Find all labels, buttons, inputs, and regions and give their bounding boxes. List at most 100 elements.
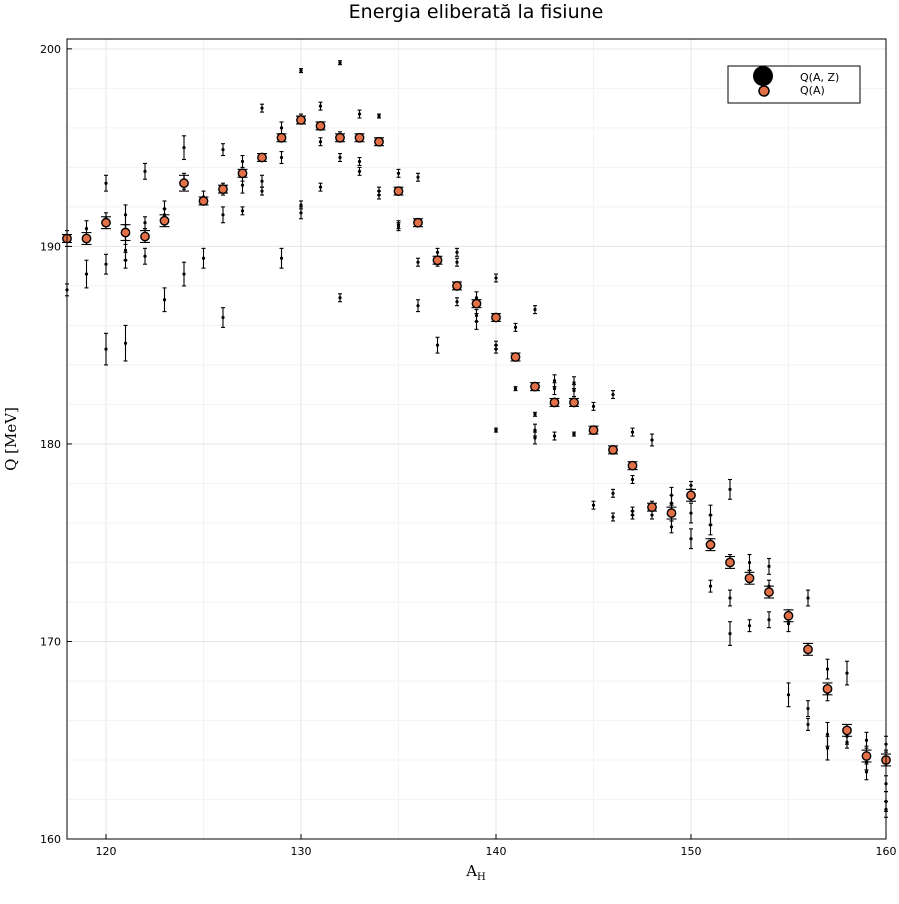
q-a-z-marker [84,272,89,276]
q-a-marker [218,184,228,195]
q-a-point [764,585,774,599]
q-a-marker [335,132,345,143]
q-a-point [627,460,638,471]
q-a-marker [432,255,443,266]
q-a-z-marker [377,193,381,197]
q-a-z-point [104,174,108,192]
q-a-z-marker [611,491,615,495]
q-a-z-point [747,619,752,633]
q-a-z-marker [533,412,537,416]
x-tick-label: 140 [486,845,507,858]
q-a-marker [666,508,677,518]
q-a-z-marker [728,596,732,600]
q-a-z-marker [260,189,264,193]
legend: Q(A, Z) Q(A) [727,65,861,104]
q-a-z-marker [123,213,128,217]
q-a-z-marker [299,69,303,73]
q-a-z-marker [143,254,147,258]
q-a-z-marker [728,631,732,636]
q-a-z-point [221,307,225,328]
q-a-point [198,196,209,206]
q-a-z-marker [806,707,810,711]
q-a-z-marker [669,525,674,529]
q-a-z-point [494,344,498,354]
q-a-z-point [611,390,615,400]
q-a-z-marker [825,732,830,736]
q-a-z-marker [260,106,264,110]
q-a-z-marker [728,487,732,491]
q-a-marker [588,425,599,436]
q-a-marker [647,502,657,513]
q-a-z-marker [650,438,654,442]
q-a-marker [315,121,326,131]
q-a-point [744,571,755,585]
q-a-z-marker [123,248,128,252]
q-a-z-point [513,322,518,332]
q-a-z-point [767,557,771,575]
q-a-z-point [143,247,147,265]
q-a-z-point [845,660,849,686]
legend-box [727,65,861,104]
q-a-marker [296,115,306,125]
q-a-z-point [201,247,206,269]
q-a-z-point [455,257,459,267]
q-a-z-point [825,658,830,680]
q-a-z-point [123,324,128,362]
q-a-z-point [260,103,264,113]
q-a-marker [159,215,170,226]
q-a-z-point [338,60,342,66]
q-a-z-marker [786,693,791,697]
q-a-z-marker [572,389,576,393]
q-a-z-marker [318,140,323,144]
q-a-z-point [533,411,537,417]
q-a-z-marker [591,503,596,507]
q-a-marker [627,460,638,471]
q-a-marker [257,152,267,163]
q-a-point [296,115,306,125]
q-a-z-marker [689,511,693,515]
q-a-marker [803,644,813,655]
q-a-point [452,281,462,291]
q-a-z-marker [104,347,108,351]
q-a-z-marker [747,624,752,628]
q-a-marker [705,539,716,550]
q-a-point [491,312,501,323]
q-a-z-point [806,717,810,731]
q-a-z-point [708,579,713,593]
q-a-marker [140,231,150,242]
x-axis-label: AH [465,862,486,883]
q-a-z-marker [650,513,654,517]
y-tick-label: 170 [40,635,61,648]
q-a-z-point [728,621,732,646]
q-a-point [101,216,111,230]
q-a-z-point [513,386,518,392]
q-a-z-point [104,332,108,366]
q-a-z-marker [201,256,206,260]
x-axis-label-subscript: H [477,872,486,883]
q-a-z-marker [221,148,225,152]
q-a-z-point [611,488,615,498]
q-a-z-marker [357,112,362,116]
q-a-z-point [435,336,440,354]
q-a-z-point [221,143,225,157]
q-a-z-marker [689,537,693,541]
q-a-z-marker [533,428,537,432]
q-a-z-marker [474,296,479,300]
q-a-z-point [533,431,537,445]
q-a-z-marker [123,258,128,262]
q-a-z-marker [474,319,479,324]
q-a-z-marker [630,430,635,434]
q-a-marker [413,217,423,228]
q-a-point [432,255,443,266]
q-a-z-marker [825,746,830,750]
q-a-z-marker [396,225,401,229]
q-a-z-marker [299,211,303,215]
q-a-z-marker [435,250,440,254]
q-a-z-marker [318,185,323,189]
q-a-z-marker [182,146,186,150]
q-a-marker [452,281,462,291]
q-a-marker [120,227,131,238]
q-a-z-marker [357,159,362,164]
q-a-z-point [260,186,264,196]
